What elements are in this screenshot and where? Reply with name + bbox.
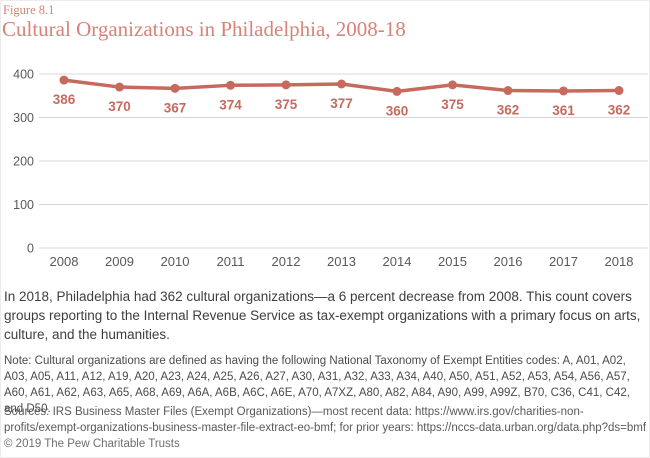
data-point-value-label: 370 xyxy=(108,99,131,114)
y-tick-label: 100 xyxy=(13,198,34,212)
x-tick-label: 2016 xyxy=(494,254,523,269)
x-tick-label: 2011 xyxy=(217,254,245,269)
data-point-value-label: 374 xyxy=(219,97,242,112)
x-tick-label: 2017 xyxy=(549,254,578,269)
data-points xyxy=(59,75,624,96)
x-tick-label: 2012 xyxy=(272,254,301,269)
x-tick-label: 2013 xyxy=(327,254,356,269)
data-point-labels: 386 370 367 374 375 377 360 375 362 361 362 xyxy=(53,92,631,118)
x-tick-label: 2014 xyxy=(383,254,412,269)
note-paragraph: Note: Cultural organizations are defined… xyxy=(4,355,630,415)
x-tick-label: 2008 xyxy=(50,254,79,269)
data-point-marker xyxy=(503,86,513,96)
y-tick-label: 300 xyxy=(13,111,34,125)
x-tick-label: 2010 xyxy=(161,254,190,269)
data-point-value-label: 360 xyxy=(386,103,409,118)
data-point-marker xyxy=(614,86,624,96)
data-point-marker xyxy=(559,86,568,96)
y-tick-label: 200 xyxy=(13,155,34,169)
chart-title: Cultural Organizations in Philadelphia, … xyxy=(2,17,406,41)
data-point-value-label: 375 xyxy=(275,97,298,112)
y-axis-tick-labels: 0 100 200 300 400 xyxy=(13,68,34,256)
data-point-value-label: 386 xyxy=(53,92,76,107)
line-chart: 0 100 200 300 400 2008 2009 2010 2011 2012 2013 201… xyxy=(13,68,648,269)
data-point-marker xyxy=(281,80,291,90)
x-tick-label: 2009 xyxy=(105,254,134,269)
y-tick-label: 0 xyxy=(27,242,34,256)
data-point-marker xyxy=(392,86,402,96)
data-point-value-label: 377 xyxy=(330,96,353,111)
data-point-value-label: 362 xyxy=(497,103,520,118)
summary-paragraph: In 2018, Philadelphia had 362 cultural o… xyxy=(4,289,641,342)
sources-paragraph: Sources: IRS Business Master Files (Exem… xyxy=(4,406,647,434)
figure-number-label: Figure 8.1 xyxy=(3,3,55,17)
copyright-line: © 2019 The Pew Charitable Trusts xyxy=(4,438,180,450)
data-point-value-label: 375 xyxy=(441,97,464,112)
data-point-marker xyxy=(337,79,346,89)
data-point-value-label: 361 xyxy=(552,103,575,118)
y-tick-label: 400 xyxy=(13,68,34,82)
data-point-marker xyxy=(170,83,180,93)
grid-lines xyxy=(39,73,648,249)
data-point-marker xyxy=(226,80,235,90)
x-axis-tick-labels: 2008 2009 2010 2011 2012 2013 2014 2015 2016 2017… xyxy=(50,254,634,269)
data-point-marker xyxy=(59,75,69,85)
data-point-marker xyxy=(448,80,457,90)
data-point-marker xyxy=(115,82,124,92)
data-point-value-label: 367 xyxy=(164,100,187,115)
x-tick-label: 2018 xyxy=(605,254,634,269)
x-tick-label: 2015 xyxy=(438,254,467,269)
data-point-value-label: 362 xyxy=(608,103,631,118)
